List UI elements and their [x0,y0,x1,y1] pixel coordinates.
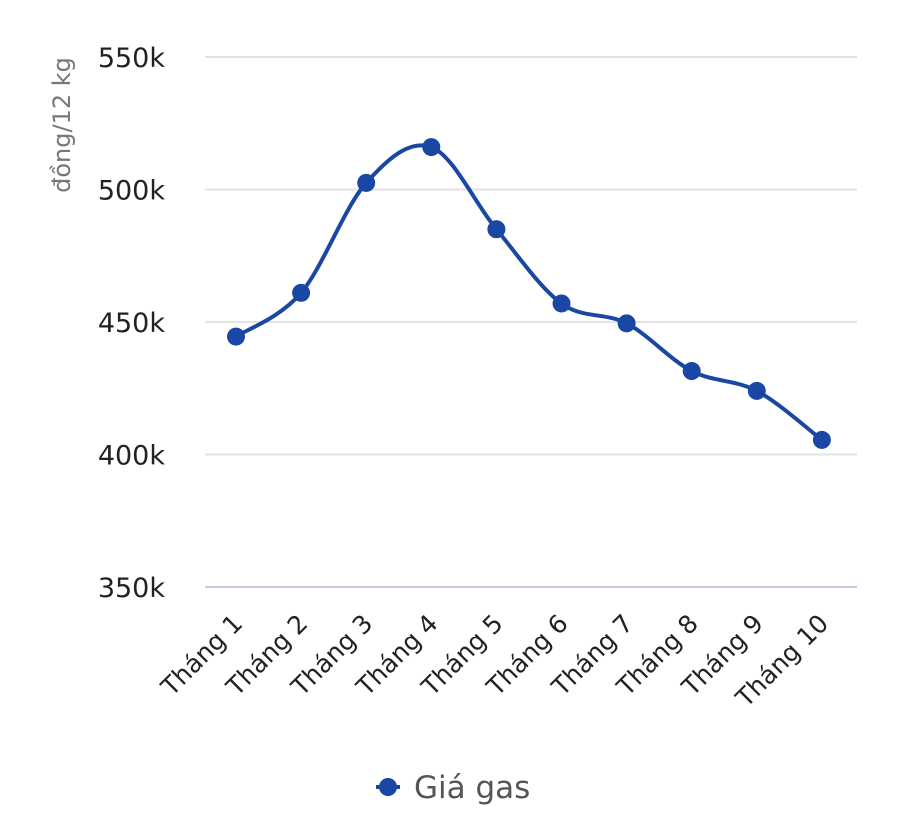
data-point[interactable] [552,294,571,313]
legend-label: Giá gas [414,770,530,806]
gridlines [205,56,857,588]
legend[interactable]: Giá gas [376,770,530,806]
y-tick-label: 550k [98,43,166,74]
y-tick-label: 400k [98,441,166,472]
data-point[interactable] [422,138,441,157]
data-point[interactable] [292,283,311,302]
data-point[interactable] [812,430,831,449]
legend-marker [379,778,397,796]
y-axis-ticks: 350k 400k 450k 500k 550k [98,43,166,604]
y-tick-label: 500k [98,176,166,207]
y-tick-label: 450k [98,308,166,339]
data-point[interactable] [617,314,636,333]
y-axis-label: đồng/12 kg [48,57,76,193]
data-point[interactable] [747,381,766,400]
y-tick-label: 350k [98,573,166,604]
data-point[interactable] [487,220,506,239]
data-point[interactable] [357,173,376,192]
data-points [227,138,831,449]
series-line-gia-gas [234,143,824,442]
data-point[interactable] [227,327,245,346]
data-point[interactable] [682,362,701,381]
